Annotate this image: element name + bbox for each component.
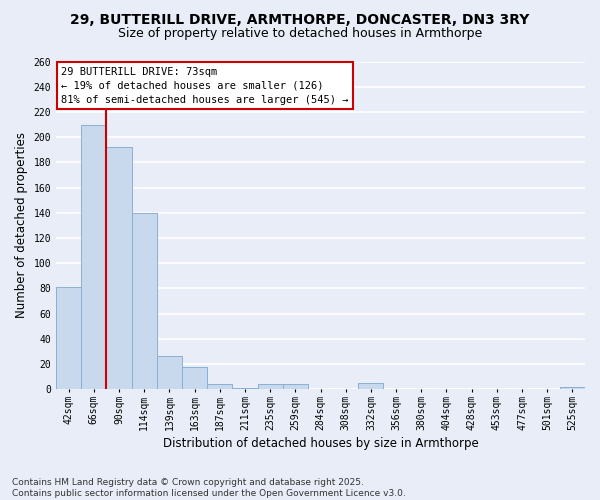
Bar (157, 356, 182, 389)
Bar (56, 287, 81, 389)
Bar (257, 384, 283, 389)
Bar (106, 147, 131, 389)
Bar (358, 383, 383, 389)
Text: Size of property relative to detached houses in Armthorpe: Size of property relative to detached ho… (118, 28, 482, 40)
Text: 29 BUTTERILL DRIVE: 73sqm
← 19% of detached houses are smaller (126)
81% of semi: 29 BUTTERILL DRIVE: 73sqm ← 19% of detac… (61, 66, 349, 104)
Bar (560, 386, 585, 389)
Bar (283, 384, 308, 389)
Text: Contains HM Land Registry data © Crown copyright and database right 2025.
Contai: Contains HM Land Registry data © Crown c… (12, 478, 406, 498)
X-axis label: Distribution of detached houses by size in Armthorpe: Distribution of detached houses by size … (163, 437, 478, 450)
Bar (131, 213, 157, 389)
Bar (182, 366, 207, 389)
Bar (81, 124, 106, 389)
Bar (232, 388, 257, 389)
Bar (207, 384, 232, 389)
Text: 29, BUTTERILL DRIVE, ARMTHORPE, DONCASTER, DN3 3RY: 29, BUTTERILL DRIVE, ARMTHORPE, DONCASTE… (70, 12, 530, 26)
Y-axis label: Number of detached properties: Number of detached properties (15, 132, 28, 318)
